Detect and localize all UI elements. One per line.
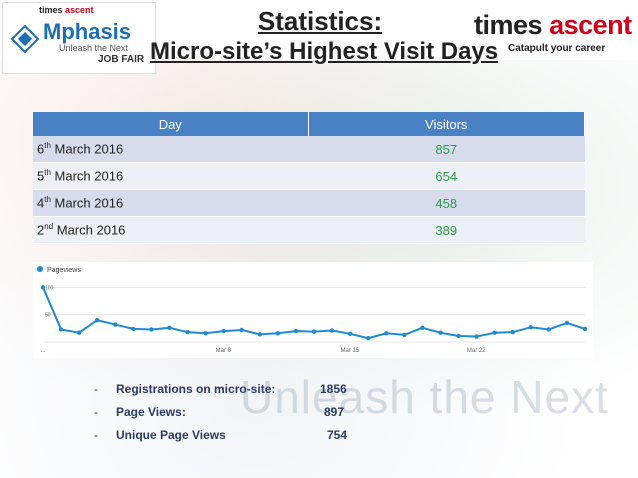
title-line-2: Micro-site’s Highest Visit Days (150, 38, 499, 65)
stat-label: Unique Page Views (116, 428, 226, 442)
times-ascent-small-logo: times ascent (39, 5, 94, 15)
data-point (438, 330, 443, 335)
data-point (564, 320, 570, 326)
data-point (58, 327, 64, 332)
mphasis-job-fair-logo: times ascent Mphasis Unleash the Next JO… (2, 2, 156, 74)
header-day: Day (33, 112, 309, 136)
data-point (40, 285, 46, 290)
brand-times: times (474, 10, 543, 40)
table-row: 2nd March 2016 389 (33, 216, 585, 244)
data-point (203, 331, 208, 336)
page-title: Statistics: Micro-site’s Highest Visit D… (150, 6, 499, 68)
day-cell: 5th March 2016 (33, 162, 308, 190)
times-ascent-brand: times ascent (474, 10, 632, 41)
table-row: 5th March 2016 654 (33, 162, 585, 190)
x-tick-label: ... (40, 348, 45, 354)
x-tick-label: Mar 8 (216, 348, 232, 354)
data-point (113, 322, 118, 327)
bullet-dash: - (94, 405, 98, 419)
visitors-cell: 458 (308, 189, 585, 217)
day-cell: 2nd March 2016 (33, 216, 308, 244)
data-point (293, 328, 299, 334)
stat-label: Registrations on micro-site: (116, 382, 276, 396)
data-point (582, 326, 588, 332)
table-row: 4th March 2016 458 (33, 189, 585, 217)
times-ascent-tagline: Catapult your career (508, 43, 606, 54)
data-point (95, 317, 100, 323)
data-point (456, 333, 461, 339)
data-point (311, 329, 317, 334)
data-point (384, 331, 389, 336)
stat-value: 754 (327, 428, 348, 442)
job-fair-label: JOB FAIR (98, 54, 145, 65)
watermark-text: Unleash the Next (240, 371, 609, 423)
x-tick-label: Mar 22 (467, 348, 486, 354)
data-point (329, 328, 335, 333)
brand-ascent: ascent (549, 10, 632, 40)
legend-label: Pageviews (47, 267, 81, 274)
data-point (492, 330, 497, 335)
data-point (366, 335, 371, 341)
day-cell: 4th March 2016 (33, 189, 308, 217)
bullet-dash: - (94, 428, 98, 442)
data-point (76, 330, 82, 335)
data-point (167, 325, 172, 331)
x-tick-label: Mar 15 (340, 348, 359, 354)
visitors-cell: 389 (308, 216, 585, 244)
stat-value: 897 (324, 405, 345, 419)
data-point (420, 325, 425, 331)
data-point (149, 327, 154, 332)
bullet-dash: - (94, 382, 98, 396)
table-header-row: Day Visitors (33, 112, 585, 136)
legend-dot (37, 266, 43, 272)
y-tick-label: 50 (45, 313, 51, 319)
mphasis-diamond-icon (11, 25, 39, 53)
visitors-cell: 654 (308, 162, 585, 190)
data-point (185, 329, 190, 335)
data-point (402, 332, 407, 338)
times-text: times (39, 5, 63, 15)
data-point (510, 329, 515, 335)
visitors-cell: 857 (308, 136, 585, 163)
times-ascent-logo: times ascent Catapult your career (472, 10, 638, 60)
title-line-1: Statistics: (257, 6, 383, 36)
table-row: 6th March 2016 857 (33, 136, 585, 163)
stat-label: Page Views: (116, 405, 186, 419)
data-point (474, 334, 479, 339)
header-visitors: Visitors (308, 112, 585, 136)
data-point (347, 331, 353, 337)
data-point (528, 325, 533, 330)
mphasis-brand: Mphasis (43, 19, 132, 44)
day-cell: 6th March 2016 (33, 136, 308, 163)
data-point (239, 327, 244, 333)
mphasis-tagline: Unleash the Next (59, 43, 129, 53)
ascent-text: ascent (65, 5, 94, 15)
data-point (546, 327, 552, 332)
stat-value: 1856 (320, 382, 347, 396)
data-point (221, 328, 226, 334)
y-tick-label: 100 (45, 285, 54, 291)
data-point (275, 331, 281, 336)
visit-days-table: Day Visitors 6th March 2016 857 5th Marc… (33, 112, 585, 244)
data-point (131, 326, 136, 332)
data-point (257, 332, 262, 337)
